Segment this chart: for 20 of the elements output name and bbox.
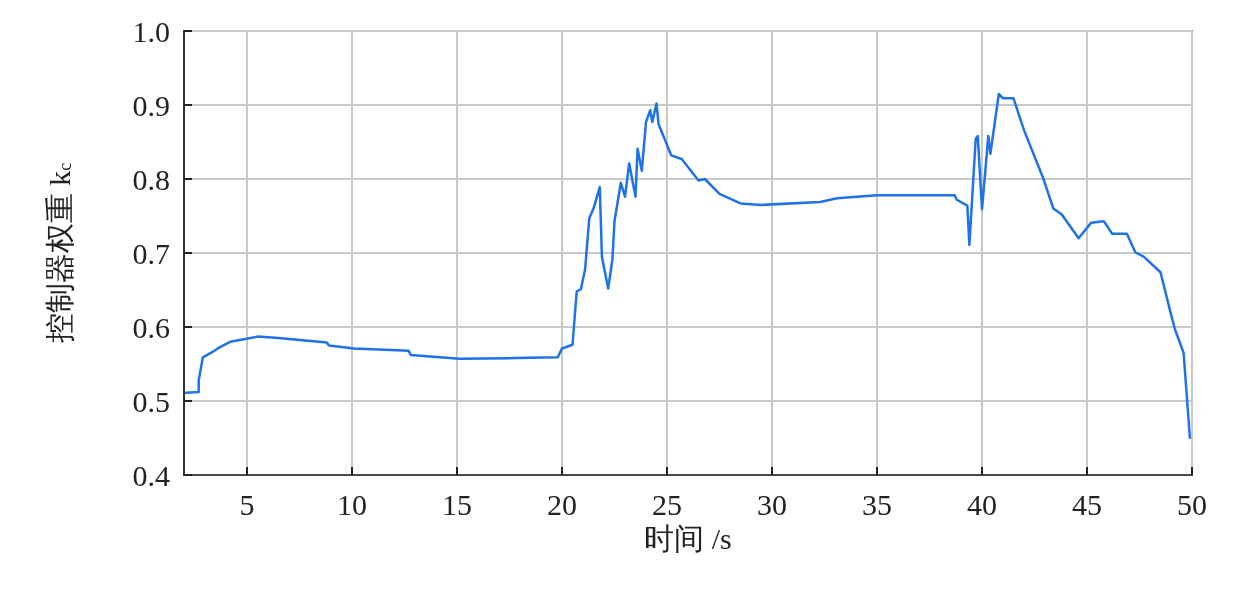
x-tick-label: 35 [862, 487, 892, 521]
y-tick-label: 0.8 [132, 162, 170, 196]
y-tick-label: 0.5 [132, 384, 170, 418]
x-tick-label: 45 [1072, 487, 1102, 521]
y-tick-label: 0.9 [132, 88, 170, 122]
x-tick-label: 10 [337, 487, 367, 521]
x-tick-label: 30 [757, 487, 787, 521]
x-tick-label: 50 [1177, 487, 1207, 521]
x-tick-label: 40 [967, 487, 997, 521]
y-tick-label: 0.7 [132, 236, 170, 270]
y-axis-title: 控制器权重 kc [42, 162, 76, 344]
x-tick-label: 25 [652, 487, 682, 521]
x-axis-title: 时间 /s [644, 522, 732, 556]
y-tick-label: 0.6 [132, 310, 170, 344]
x-tick-label: 15 [442, 487, 472, 521]
x-tick-label: 5 [239, 487, 255, 521]
line-series [184, 92, 1192, 440]
x-tick-label: 20 [547, 487, 577, 521]
y-tick-label: 0.4 [132, 458, 170, 492]
y-tick-label: 1.0 [132, 14, 170, 48]
